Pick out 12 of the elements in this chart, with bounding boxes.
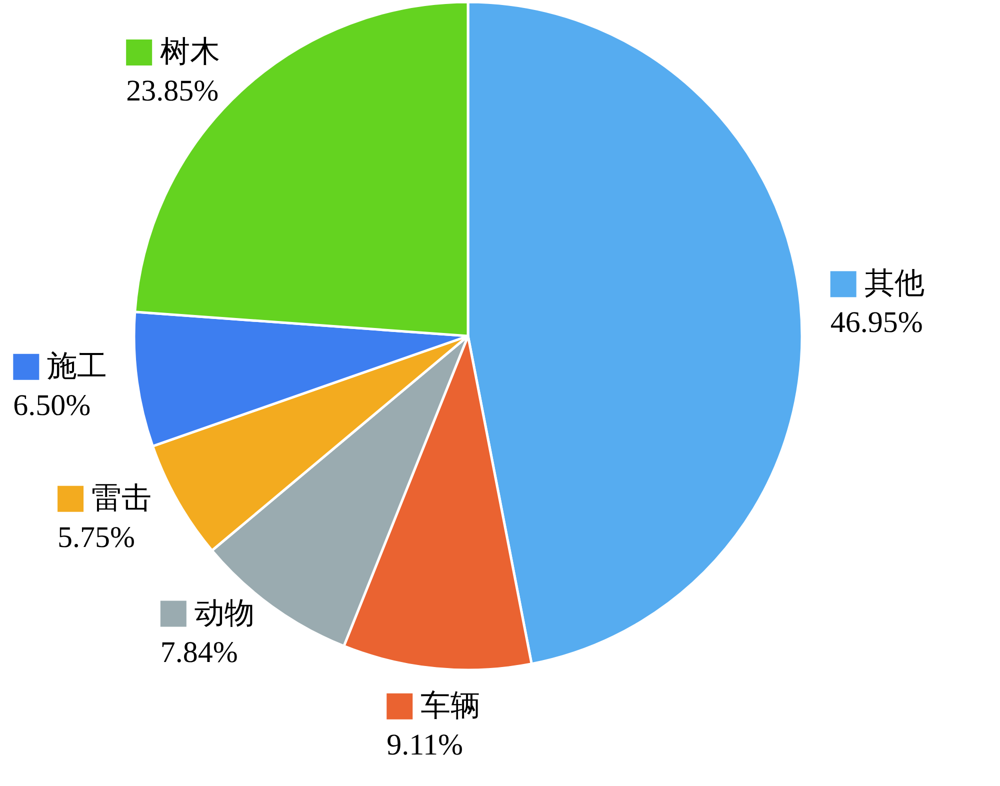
legend-label: 施工	[47, 350, 108, 383]
data-label: 7.84%	[160, 636, 238, 669]
legend-label: 车辆	[420, 689, 481, 722]
legend-label: 树木	[160, 35, 220, 68]
data-label: 46.95%	[830, 306, 923, 340]
data-label: 5.75%	[58, 520, 136, 554]
data-label: 23.85%	[126, 74, 219, 108]
data-label: 9.11%	[386, 728, 464, 762]
data-label: 6.50%	[13, 388, 91, 422]
legend-label: 动物	[194, 596, 254, 630]
legend-label: 其他	[864, 267, 924, 300]
legend-label: 雷击	[92, 482, 152, 515]
